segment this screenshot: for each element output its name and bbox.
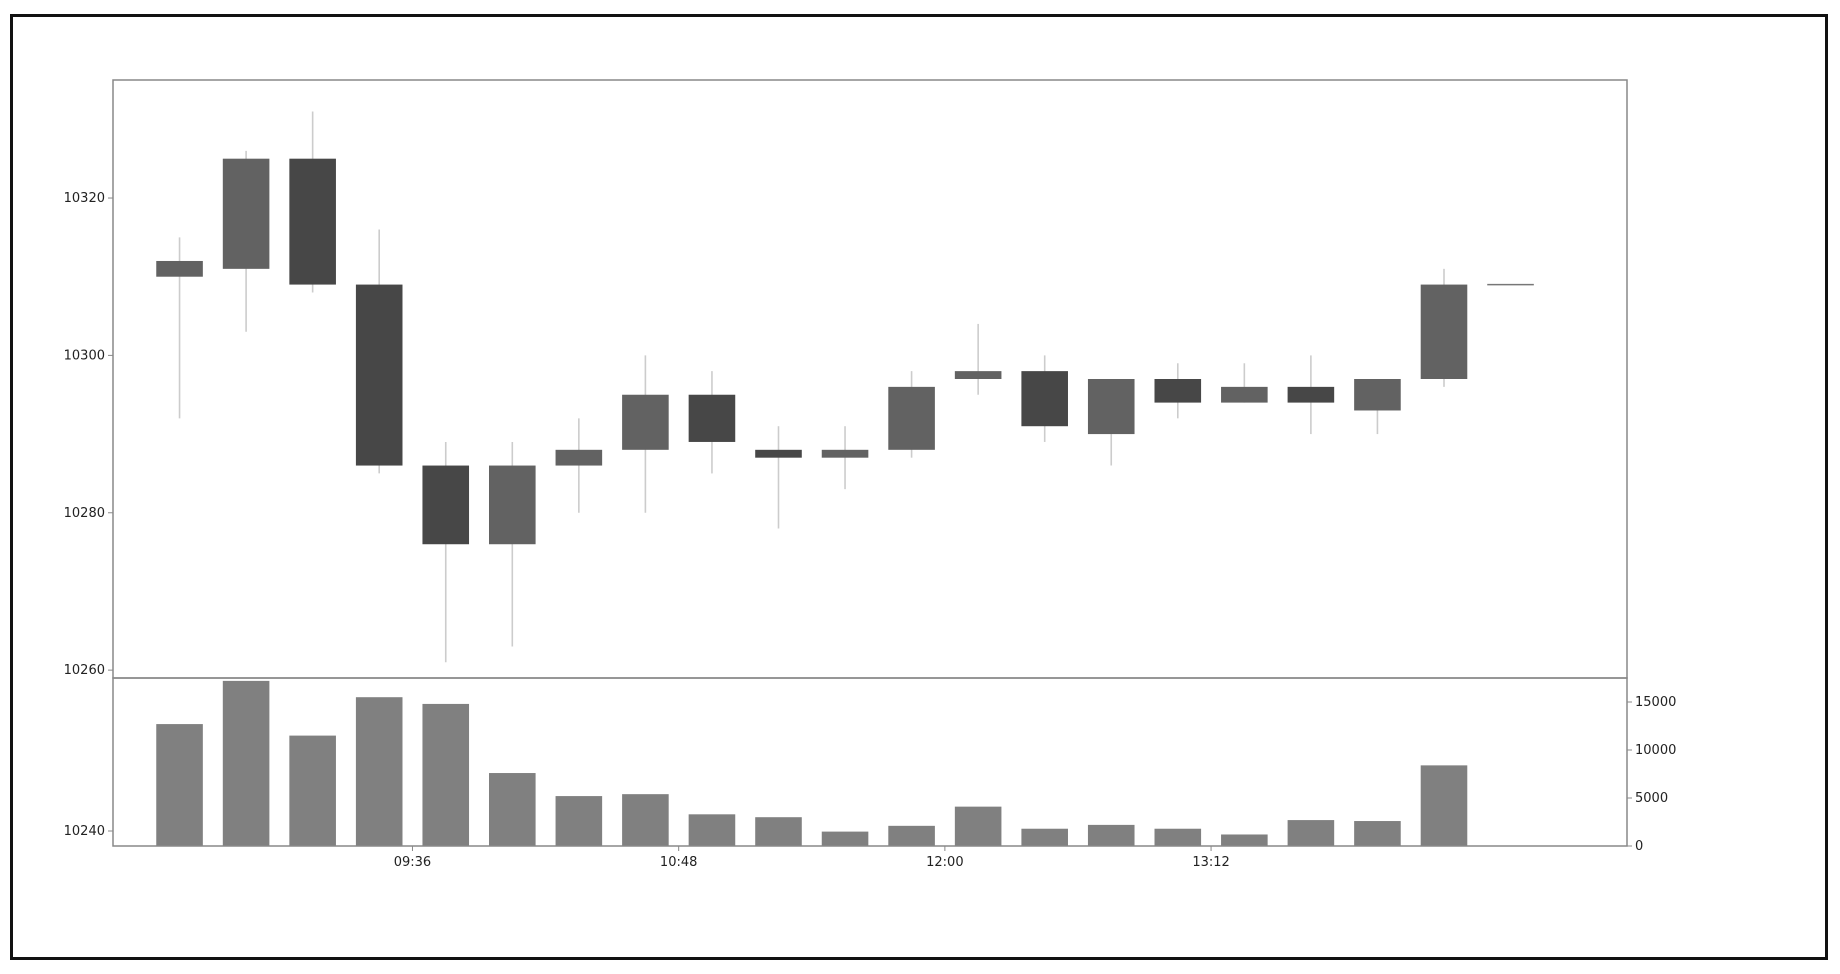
volume-bar [1154, 828, 1202, 846]
candle-body [888, 386, 935, 450]
candle-body [1221, 386, 1268, 403]
volume-bar [222, 680, 270, 846]
figure-frame: 10240 10260 10280 10300 10320 0 5000 10000 1500… [10, 14, 1828, 960]
price-axis: 10240 10260 10280 10300 10320 [64, 191, 113, 839]
candle-bodies [156, 158, 1534, 545]
volume-bar [688, 814, 736, 846]
price-tick-label: 10320 [64, 191, 105, 206]
candle-body [622, 394, 669, 450]
volume-bar [622, 794, 669, 846]
candle-body [1354, 379, 1401, 411]
volume-tick-label: 5000 [1635, 791, 1668, 806]
volume-bar [1087, 824, 1135, 846]
candle-body [422, 465, 470, 545]
price-tick-label: 10300 [64, 348, 105, 363]
x-tick-label: 12:00 [926, 855, 963, 870]
volume-bar [1221, 834, 1268, 846]
volume-panel-frame [112, 677, 1628, 847]
candle-body [156, 260, 203, 277]
volume-bar [755, 817, 802, 846]
volume-bar [289, 735, 336, 846]
candle-body [821, 449, 869, 458]
volume-bar [1354, 821, 1401, 846]
volume-bar [489, 773, 536, 846]
volume-bar [1420, 765, 1468, 846]
candle-body [1154, 379, 1202, 403]
candle-body [1287, 386, 1335, 403]
volume-bar [888, 825, 935, 846]
candle-body [489, 465, 536, 545]
volume-bar [1021, 828, 1068, 846]
volume-plot-border [112, 677, 1628, 847]
volume-bar [1287, 820, 1335, 846]
price-tick-label: 10260 [64, 663, 105, 678]
x-tick-label: 13:12 [1192, 855, 1229, 870]
volume-axis: 0 5000 10000 15000 [1627, 695, 1676, 854]
candle-body [954, 371, 1002, 379]
candle-body [289, 158, 336, 285]
x-tick-label: 09:36 [394, 855, 431, 870]
volume-bars [156, 680, 1468, 846]
candle-body [755, 449, 802, 458]
volume-tick-label: 15000 [1635, 695, 1676, 710]
candle-body [555, 449, 603, 466]
x-axis: 09:36 10:48 12:00 13:12 [394, 846, 1230, 870]
candle-body [222, 158, 270, 269]
volume-bar [422, 703, 470, 846]
candlestick-chart: 10240 10260 10280 10300 10320 0 5000 10000 1500… [64, 79, 1676, 870]
volume-bar [954, 806, 1002, 846]
volume-tick-label: 0 [1635, 839, 1643, 854]
x-tick-label: 10:48 [660, 855, 697, 870]
candle-body [1087, 379, 1135, 435]
volume-bar [156, 724, 203, 846]
volume-bar [355, 697, 403, 846]
candle-body [355, 284, 403, 466]
price-tick-label: 10280 [64, 506, 105, 521]
volume-tick-label: 10000 [1635, 743, 1676, 758]
price-tick-label: 10240 [64, 824, 105, 839]
candle-body [1420, 284, 1468, 379]
candle-body [688, 394, 736, 442]
volume-bar [821, 831, 869, 846]
volume-bar [555, 796, 603, 846]
candle-body [1021, 371, 1068, 427]
